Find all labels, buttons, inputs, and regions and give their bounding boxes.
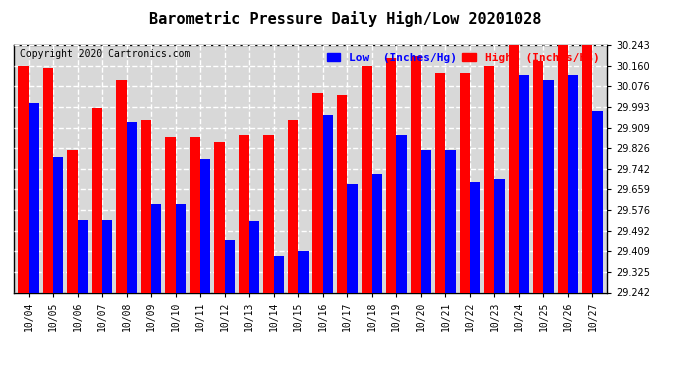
Bar [533, 61, 544, 292]
Bar [77, 220, 88, 292]
Bar [568, 75, 578, 292]
Bar [372, 174, 382, 292]
Bar [92, 108, 102, 292]
Bar [347, 184, 357, 292]
Legend: Low  (Inches/Hg), High  (Inches/Hg): Low (Inches/Hg), High (Inches/Hg) [324, 51, 602, 65]
Bar [176, 204, 186, 292]
Bar [460, 73, 470, 292]
Bar [166, 137, 176, 292]
Bar [264, 135, 274, 292]
Bar [102, 220, 112, 292]
Bar [225, 240, 235, 292]
Bar [288, 120, 298, 292]
Bar [117, 80, 126, 292]
Bar [421, 150, 431, 292]
Bar [239, 135, 249, 292]
Bar [362, 66, 372, 292]
Bar [313, 93, 323, 292]
Bar [215, 142, 225, 292]
Bar [558, 45, 568, 292]
Bar [28, 103, 39, 292]
Bar [445, 150, 455, 292]
Bar [495, 179, 504, 292]
Bar [386, 58, 396, 292]
Bar [544, 80, 554, 292]
Bar [298, 251, 308, 292]
Bar [470, 182, 480, 292]
Bar [200, 159, 210, 292]
Bar [43, 68, 53, 292]
Text: Copyright 2020 Cartronics.com: Copyright 2020 Cartronics.com [20, 49, 190, 59]
Bar [249, 221, 259, 292]
Bar [509, 45, 519, 292]
Bar [18, 66, 28, 292]
Bar [323, 115, 333, 292]
Bar [411, 56, 421, 292]
Bar [519, 75, 529, 292]
Bar [151, 204, 161, 292]
Bar [190, 137, 200, 292]
Bar [67, 150, 77, 292]
Bar [593, 111, 603, 292]
Bar [274, 256, 284, 292]
Bar [53, 157, 63, 292]
Bar [337, 95, 347, 292]
Bar [396, 135, 406, 292]
Bar [435, 73, 445, 292]
Bar [582, 45, 593, 292]
Bar [141, 120, 151, 292]
Bar [484, 66, 495, 292]
Bar [126, 122, 137, 292]
Text: Barometric Pressure Daily High/Low 20201028: Barometric Pressure Daily High/Low 20201… [149, 11, 541, 27]
